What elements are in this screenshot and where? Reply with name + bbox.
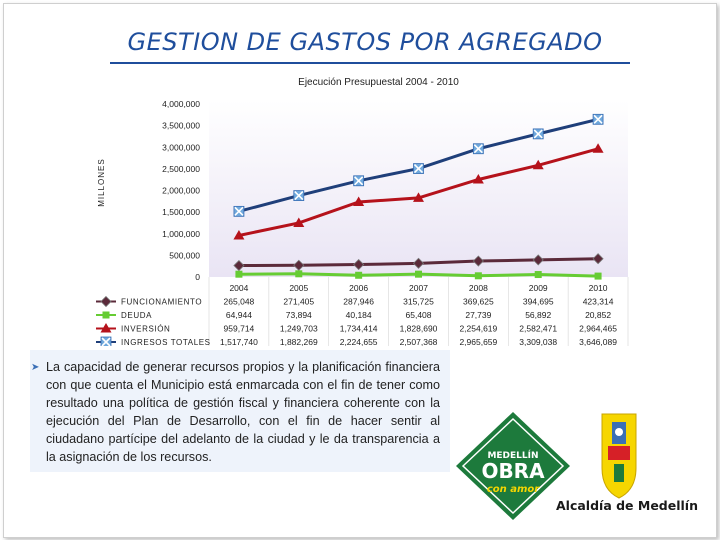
data-point-deuda <box>594 272 602 280</box>
legend-label-deuda: DEUDA <box>121 311 152 320</box>
y-tick-label: 3,000,000 <box>162 142 200 152</box>
data-label-deuda: 40,184 <box>346 310 372 320</box>
data-label-ingresos-totales: 3,646,089 <box>579 337 617 346</box>
data-point-ingresos-totales <box>532 128 544 140</box>
legend-label-inversi-n: INVERSIÓN <box>121 325 170 334</box>
y-tick-label: 2,000,000 <box>162 186 200 196</box>
data-label-ingresos-totales: 2,965,659 <box>459 337 497 346</box>
data-point-inversi-n <box>472 173 484 184</box>
slide-title: GESTION DE GASTOS POR AGREGADO <box>127 28 603 56</box>
data-point-deuda <box>415 270 422 278</box>
data-label-funcionamiento: 369,625 <box>463 297 494 307</box>
data-point-ingresos-totales <box>592 113 604 125</box>
y-tick-label: 0 <box>195 272 200 282</box>
data-label-ingresos-totales: 3,309,038 <box>519 337 557 346</box>
logo-text-obra: OBRA <box>481 459 545 483</box>
chart-title: Ejecución Presupuestal 2004 - 2010 <box>298 77 459 88</box>
logo-text-medellin: MEDELLÍN <box>487 449 538 461</box>
data-label-deuda: 20,852 <box>585 310 611 320</box>
data-label-deuda: 73,894 <box>286 310 312 320</box>
medellin-logo: MEDELLÍN OBRA con amor <box>456 412 696 520</box>
data-label-inversi-n: 1,828,690 <box>400 324 438 334</box>
legend-marker-inversi-n <box>100 323 112 333</box>
y-tick-label: 1,000,000 <box>162 229 200 239</box>
legend-marker-funcionamiento <box>100 295 112 308</box>
data-point-funcionamiento <box>412 257 425 269</box>
x-category-label: 2010 <box>589 283 608 293</box>
data-point-deuda <box>235 270 243 278</box>
data-point-deuda <box>534 271 542 279</box>
legend-marker-ingresos-totales <box>100 336 112 346</box>
x-category-label: 2009 <box>529 283 548 293</box>
data-label-funcionamiento: 271,405 <box>283 297 314 307</box>
alcaldia-label: Alcaldía de Medellín <box>556 498 698 513</box>
data-label-inversi-n: 959,714 <box>224 324 255 334</box>
data-point-inversi-n <box>532 159 544 170</box>
data-point-inversi-n <box>293 217 305 227</box>
data-label-deuda: 64,944 <box>226 310 252 320</box>
bullet-panel <box>30 350 450 472</box>
data-point-ingresos-totales <box>233 205 245 217</box>
data-point-deuda <box>295 270 303 278</box>
x-category-label: 2007 <box>409 283 428 293</box>
data-label-inversi-n: 2,254,619 <box>459 324 497 334</box>
data-point-funcionamiento <box>233 259 245 272</box>
data-point-funcionamiento <box>472 255 484 267</box>
data-label-funcionamiento: 394,695 <box>523 297 554 307</box>
data-point-inversi-n <box>353 196 365 206</box>
y-tick-label: 3,500,000 <box>162 121 200 131</box>
title-underline <box>110 62 630 64</box>
data-point-deuda <box>474 272 482 280</box>
data-label-inversi-n: 1,734,414 <box>340 324 378 334</box>
logo-diamond-shape <box>456 412 570 520</box>
data-label-ingresos-totales: 2,507,368 <box>400 337 438 346</box>
logo-text-con-amor: con amor <box>487 484 540 495</box>
x-category-label: 2008 <box>469 283 488 293</box>
data-label-inversi-n: 1,249,703 <box>280 324 318 334</box>
data-label-inversi-n: 2,964,465 <box>579 324 617 334</box>
data-label-funcionamiento: 287,946 <box>343 297 374 307</box>
data-point-inversi-n <box>592 143 604 153</box>
data-point-ingresos-totales <box>472 143 484 155</box>
data-label-funcionamiento: 423,314 <box>583 297 614 307</box>
y-tick-label: 500,000 <box>169 250 200 260</box>
data-label-deuda: 56,892 <box>525 310 551 320</box>
data-label-ingresos-totales: 2,224,655 <box>340 337 378 346</box>
bullet-text: La capacidad de generar recursos propios… <box>46 360 440 464</box>
data-point-ingresos-totales <box>413 163 424 174</box>
data-point-ingresos-totales <box>293 190 305 201</box>
budget-line-chart: Ejecución Presupuestal 2004 - 2010 MILLON… <box>96 77 629 346</box>
data-label-funcionamiento: 265,048 <box>224 297 255 307</box>
data-point-ingresos-totales <box>353 175 365 187</box>
data-label-ingresos-totales: 1,882,269 <box>280 337 318 346</box>
legend-label-ingresos-totales: INGRESOS TOTALES <box>121 338 211 346</box>
chart-panel: Ejecución Presupuestal 2004 - 2010 MILLON… <box>88 70 638 346</box>
y-tick-label: 2,500,000 <box>162 164 200 174</box>
data-point-funcionamiento <box>293 259 305 271</box>
legend-label-funcionamiento: FUNCIONAMIENTO <box>121 298 202 307</box>
data-point-inversi-n <box>413 192 424 202</box>
x-category-label: 2006 <box>349 283 368 293</box>
data-point-inversi-n <box>233 229 245 240</box>
x-category-label: 2005 <box>289 283 308 293</box>
data-point-funcionamiento <box>353 258 365 271</box>
legend-marker-deuda <box>102 311 110 319</box>
data-point-funcionamiento <box>592 253 604 265</box>
data-point-deuda <box>355 271 363 279</box>
bullet-arrow-icon: ➤ <box>31 362 40 373</box>
data-label-deuda: 65,408 <box>406 310 432 320</box>
y-tick-label: 1,500,000 <box>162 207 200 217</box>
y-axis-label: MILLONES <box>97 158 106 206</box>
data-point-funcionamiento <box>532 254 544 266</box>
x-category-label: 2004 <box>229 283 248 293</box>
data-label-inversi-n: 2,582,471 <box>519 324 557 334</box>
coat-of-arms-icon <box>601 413 637 499</box>
data-label-ingresos-totales: 1,517,740 <box>220 337 258 346</box>
y-tick-label: 4,000,000 <box>162 99 200 109</box>
data-label-deuda: 27,739 <box>465 310 491 320</box>
data-label-funcionamiento: 315,725 <box>403 297 434 307</box>
